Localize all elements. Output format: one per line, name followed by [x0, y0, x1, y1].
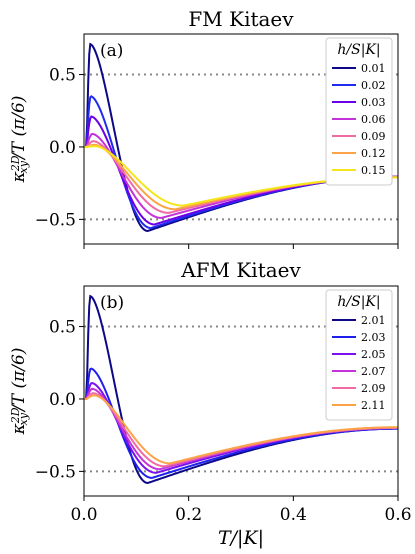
y-axis-label-part: /T (π/6)	[9, 348, 29, 413]
y-axis-label-text: κ2Dxy/T (π/6)	[9, 348, 30, 436]
chart-panel-1: FM Kitaev −0.5 0.0 0.5 κ2Dxy/T (π/6) (a) h/S|K…	[9, 7, 399, 249]
legend-entry: 0.03	[361, 96, 386, 109]
legend-entry: 2.05	[361, 348, 386, 361]
x-tick-label: 0.2	[175, 505, 202, 525]
x-axis-label: T/|K|	[218, 527, 264, 549]
y-axis-label-part: xy	[17, 412, 30, 425]
y-axis-label-part: xy	[17, 160, 30, 173]
y-tick-label: 0.0	[49, 138, 76, 158]
y-axis-label-part: 2D	[9, 407, 22, 424]
x-tick-label: 0.6	[384, 505, 411, 525]
panel-label: (b)	[100, 293, 124, 313]
y-axis-label-text: κ2Dxy/T (π/6)	[9, 96, 30, 184]
y-axis-label: κ2Dxy/T (π/6)	[9, 96, 30, 184]
legend-entry: 0.15	[361, 164, 386, 177]
y-axis-label-part: /T (π/6)	[9, 96, 29, 161]
y-axis-label-part: κ	[9, 171, 29, 183]
legend-entry: 2.01	[361, 314, 386, 327]
chart-panel-2: AFM Kitaev −0.5 0.0 0.5 0.0 0.2 0.4 0.6 T/|K| κ2D…	[9, 258, 412, 549]
legend: h/S|K| 0.01 0.02 0.03 0.06 0.09 0.12 0.15	[325, 37, 393, 186]
x-tick-label: 0.0	[70, 505, 97, 525]
legend-title: h/S|K|	[337, 294, 380, 310]
legend-entry: 2.09	[361, 382, 386, 395]
legend-entry: 0.09	[361, 130, 386, 143]
y-tick-label: 0.0	[49, 390, 76, 410]
y-tick-label: 0.5	[49, 66, 76, 86]
y-axis-label-part: 2D	[9, 155, 22, 172]
chart-title: AFM Kitaev	[180, 258, 301, 282]
plot-frame	[83, 285, 399, 497]
legend: h/S|K| 2.01 2.03 2.05 2.07 2.09 2.11	[325, 289, 393, 421]
plot-frame	[83, 33, 399, 245]
legend-entry: 2.07	[361, 365, 386, 378]
legend-entry: 0.06	[361, 113, 386, 126]
legend-entry: 0.02	[361, 79, 386, 92]
y-tick-label: 0.5	[49, 318, 76, 338]
x-tick-label: 0.4	[280, 505, 307, 525]
panel-label: (a)	[100, 41, 123, 61]
legend-entry: 0.01	[361, 62, 386, 75]
legend-entry: 2.11	[361, 399, 386, 412]
series-line-2.11	[84, 394, 398, 465]
legend-box	[325, 37, 393, 186]
y-tick-label: −0.5	[35, 462, 76, 482]
y-tick-label: −0.5	[35, 210, 76, 230]
legend-entry: 0.12	[361, 147, 386, 160]
chart-title: FM Kitaev	[188, 7, 294, 31]
legend-title: h/S|K|	[337, 42, 380, 58]
y-axis-label: κ2Dxy/T (π/6)	[9, 348, 30, 436]
y-axis-label-part: κ	[9, 423, 29, 435]
legend-entry: 2.03	[361, 331, 386, 344]
